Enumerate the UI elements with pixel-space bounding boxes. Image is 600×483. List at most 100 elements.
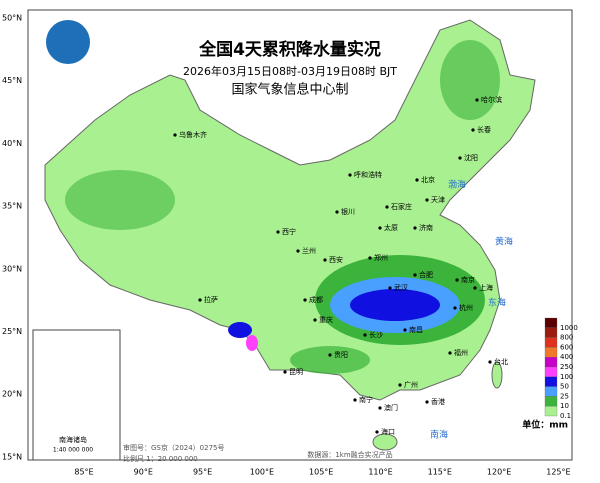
lon-label: 115°E — [428, 468, 452, 477]
city-label: 贵阳 — [334, 350, 348, 359]
city-dot — [363, 333, 367, 337]
city-label: 海口 — [381, 427, 395, 436]
legend-swatch — [544, 406, 558, 417]
city-dot — [313, 318, 317, 322]
city-dot — [323, 258, 327, 262]
legend-swatch — [544, 386, 558, 397]
lat-label: 25°N — [2, 327, 22, 336]
title: 全国4天累积降水量实况 — [198, 39, 381, 60]
hainan — [372, 433, 398, 451]
city-label: 武汉 — [394, 283, 408, 292]
lon-label: 105°E — [309, 468, 333, 477]
city-label: 澳门 — [384, 403, 398, 412]
city-dot — [328, 353, 332, 357]
lat-label: 50°N — [2, 14, 22, 23]
lat-label: 20°N — [2, 390, 22, 399]
subtitle: 2026年03月15日08时-03月19日08时 BJT — [183, 64, 397, 78]
city-label: 昆明 — [289, 368, 303, 376]
lon-label: 95°E — [193, 468, 212, 477]
city-label: 成都 — [309, 295, 323, 304]
city-label: 哈尔滨 — [481, 95, 502, 104]
city-label: 福州 — [454, 348, 468, 357]
city-dot — [458, 156, 462, 160]
lat-label: 40°N — [2, 139, 22, 148]
lat-label: 30°N — [2, 264, 22, 273]
city-dot — [375, 430, 379, 434]
city-label: 呼和浩特 — [354, 170, 382, 179]
city-label: 长春 — [477, 125, 491, 134]
city-dot — [348, 173, 352, 177]
city-dot — [453, 306, 457, 310]
lat-label: 15°N — [2, 452, 22, 461]
legend-swatch — [544, 317, 558, 328]
city-dot — [413, 273, 417, 277]
city-dot — [475, 98, 479, 102]
city-label: 银川 — [341, 207, 355, 216]
city-dot — [403, 328, 407, 332]
lat-label: 45°N — [2, 76, 22, 85]
legend-label: 250 — [560, 363, 573, 371]
city-label: 南宁 — [359, 395, 373, 404]
approval: 审图号：GS京（2024）0275号 — [123, 443, 225, 452]
sea-label: 南海 — [430, 429, 448, 441]
city-label: 上海 — [479, 283, 493, 292]
city-label: 郑州 — [374, 254, 388, 262]
source: 数据源：1km融合实况产品 — [307, 450, 392, 459]
producer: 国家气象信息中心制 — [231, 82, 348, 98]
city-label: 杭州 — [459, 303, 473, 312]
city-dot — [488, 360, 492, 364]
city-label: 台北 — [494, 357, 508, 366]
city-dot — [385, 205, 389, 209]
city-label: 北京 — [421, 175, 435, 184]
legend-swatch — [544, 376, 558, 387]
city-dot — [335, 210, 339, 214]
lon-label: 125°E — [546, 468, 570, 477]
city-dot — [455, 278, 459, 282]
legend-label: 600 — [560, 343, 573, 351]
city-label: 济南 — [419, 223, 433, 232]
inset-scale: 1:40 000 000 — [53, 447, 93, 454]
city-dot — [303, 298, 307, 302]
city-label: 重庆 — [319, 315, 333, 324]
city-dot — [173, 133, 177, 137]
city-label: 西安 — [329, 255, 343, 264]
city-dot — [425, 400, 429, 404]
city-dot — [296, 249, 300, 253]
inset-frame — [32, 329, 121, 461]
rain-areas — [65, 40, 500, 374]
city-dot — [353, 398, 357, 402]
legend-swatch — [544, 366, 558, 377]
legend-swatch — [544, 347, 558, 358]
sea-label: 东海 — [488, 297, 506, 309]
lat-label: 35°N — [2, 202, 22, 211]
city-dot — [425, 198, 429, 202]
lon-label: 85°E — [74, 468, 93, 477]
city-dot — [378, 226, 382, 230]
city-dot — [473, 286, 477, 290]
legend-swatch — [544, 327, 558, 338]
inset-title: 南海诸岛 — [59, 435, 87, 444]
city-label: 长沙 — [369, 330, 383, 339]
city-label: 沈阳 — [464, 153, 478, 162]
city-dot — [448, 351, 452, 355]
legend-swatch — [544, 396, 558, 407]
city-label: 广州 — [404, 380, 418, 389]
city-label: 南京 — [461, 275, 475, 284]
sea-label: 黄海 — [495, 236, 513, 248]
logo — [46, 20, 90, 64]
lon-label: 110°E — [368, 468, 392, 477]
legend-label: 0.1 — [560, 412, 571, 420]
city-dot — [398, 383, 402, 387]
city-dot — [283, 370, 287, 374]
city-label: 兰州 — [302, 246, 316, 255]
city-dot — [471, 128, 475, 132]
city-label: 南昌 — [409, 325, 423, 334]
taiwan — [491, 361, 503, 389]
legend-label: 25 — [560, 392, 569, 400]
city-dot — [378, 406, 382, 410]
city-dot — [276, 230, 280, 234]
city-label: 天津 — [431, 196, 445, 204]
city-label: 乌鲁木齐 — [179, 130, 207, 139]
city-label: 西宁 — [282, 227, 296, 236]
